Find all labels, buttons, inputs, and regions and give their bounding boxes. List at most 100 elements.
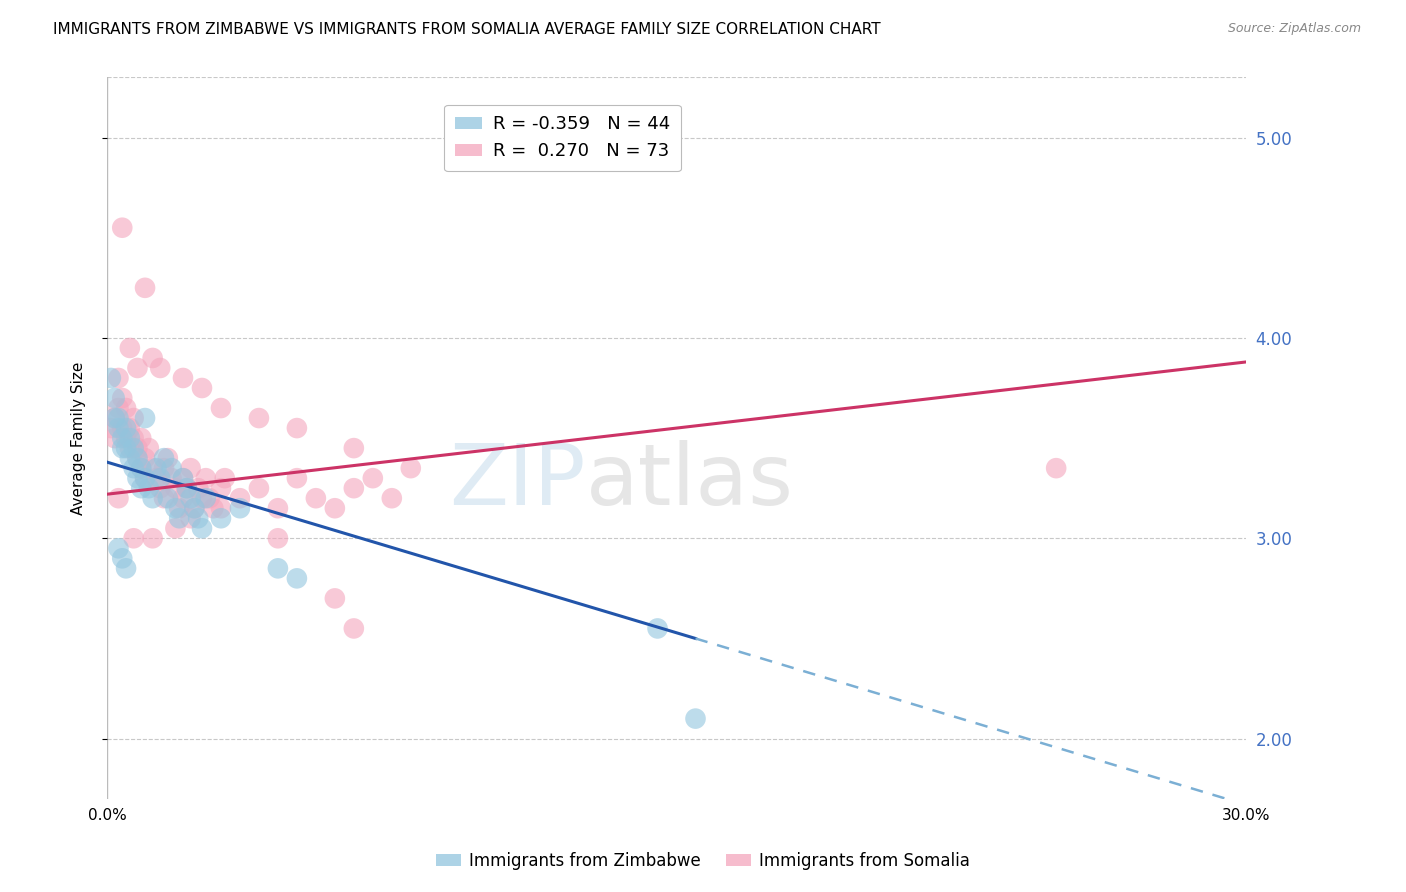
Point — [191, 381, 214, 395]
Point — [111, 391, 134, 405]
Point — [115, 401, 138, 415]
Point — [1045, 461, 1067, 475]
Point — [104, 431, 127, 445]
Point — [209, 481, 232, 495]
Point — [180, 511, 202, 525]
Point — [104, 411, 127, 425]
Point — [129, 481, 152, 495]
Point — [134, 451, 156, 466]
Point — [100, 421, 122, 435]
Point — [172, 491, 194, 506]
Point — [285, 571, 308, 585]
Point — [127, 471, 149, 485]
Point — [160, 471, 183, 485]
Point — [209, 511, 232, 525]
Point — [229, 491, 252, 506]
Point — [118, 431, 141, 445]
Point — [343, 441, 366, 455]
Text: IMMIGRANTS FROM ZIMBABWE VS IMMIGRANTS FROM SOMALIA AVERAGE FAMILY SIZE CORRELAT: IMMIGRANTS FROM ZIMBABWE VS IMMIGRANTS F… — [53, 22, 882, 37]
Point — [107, 411, 129, 425]
Point — [399, 461, 422, 475]
Point — [107, 421, 129, 435]
Legend: R = -0.359   N = 44, R =  0.270   N = 73: R = -0.359 N = 44, R = 0.270 N = 73 — [444, 104, 681, 171]
Point — [142, 461, 165, 475]
Point — [111, 551, 134, 566]
Point — [153, 491, 176, 506]
Point — [361, 471, 384, 485]
Point — [118, 341, 141, 355]
Point — [176, 481, 198, 495]
Point — [142, 351, 165, 365]
Point — [167, 501, 190, 516]
Point — [647, 622, 669, 636]
Point — [156, 491, 179, 506]
Point — [107, 491, 129, 506]
Point — [172, 371, 194, 385]
Point — [145, 461, 167, 475]
Point — [381, 491, 404, 506]
Point — [191, 521, 214, 535]
Point — [111, 441, 134, 455]
Point — [267, 531, 290, 545]
Point — [267, 501, 290, 516]
Point — [187, 511, 209, 525]
Point — [191, 491, 214, 506]
Point — [285, 421, 308, 435]
Point — [305, 491, 328, 506]
Text: ZIP: ZIP — [449, 440, 585, 523]
Point — [122, 431, 145, 445]
Point — [172, 471, 194, 485]
Point — [165, 501, 187, 516]
Point — [149, 361, 172, 376]
Point — [122, 531, 145, 545]
Point — [323, 501, 346, 516]
Point — [323, 591, 346, 606]
Point — [160, 461, 183, 475]
Point — [127, 451, 149, 466]
Point — [122, 441, 145, 455]
Point — [107, 541, 129, 556]
Point — [122, 461, 145, 475]
Point — [134, 411, 156, 425]
Point — [202, 501, 225, 516]
Point — [129, 461, 152, 475]
Point — [142, 531, 165, 545]
Point — [100, 371, 122, 385]
Point — [115, 421, 138, 435]
Point — [127, 441, 149, 455]
Point — [183, 501, 205, 516]
Point — [138, 441, 160, 455]
Point — [134, 281, 156, 295]
Point — [183, 501, 205, 516]
Point — [118, 441, 141, 455]
Point — [187, 481, 209, 495]
Point — [209, 501, 232, 516]
Point — [194, 471, 217, 485]
Y-axis label: Average Family Size: Average Family Size — [72, 361, 86, 515]
Point — [118, 451, 141, 466]
Point — [180, 461, 202, 475]
Point — [214, 471, 236, 485]
Point — [685, 712, 707, 726]
Text: Source: ZipAtlas.com: Source: ZipAtlas.com — [1227, 22, 1361, 36]
Point — [107, 401, 129, 415]
Point — [107, 371, 129, 385]
Point — [134, 471, 156, 485]
Point — [127, 451, 149, 466]
Point — [267, 561, 290, 575]
Point — [343, 622, 366, 636]
Point — [145, 471, 167, 485]
Point — [165, 481, 187, 495]
Point — [247, 481, 270, 495]
Point — [104, 411, 127, 425]
Text: atlas: atlas — [585, 440, 793, 523]
Point — [111, 421, 134, 435]
Point — [115, 561, 138, 575]
Point — [176, 481, 198, 495]
Point — [134, 471, 156, 485]
Point — [247, 411, 270, 425]
Point — [343, 481, 366, 495]
Point — [153, 461, 176, 475]
Point — [129, 431, 152, 445]
Point — [122, 411, 145, 425]
